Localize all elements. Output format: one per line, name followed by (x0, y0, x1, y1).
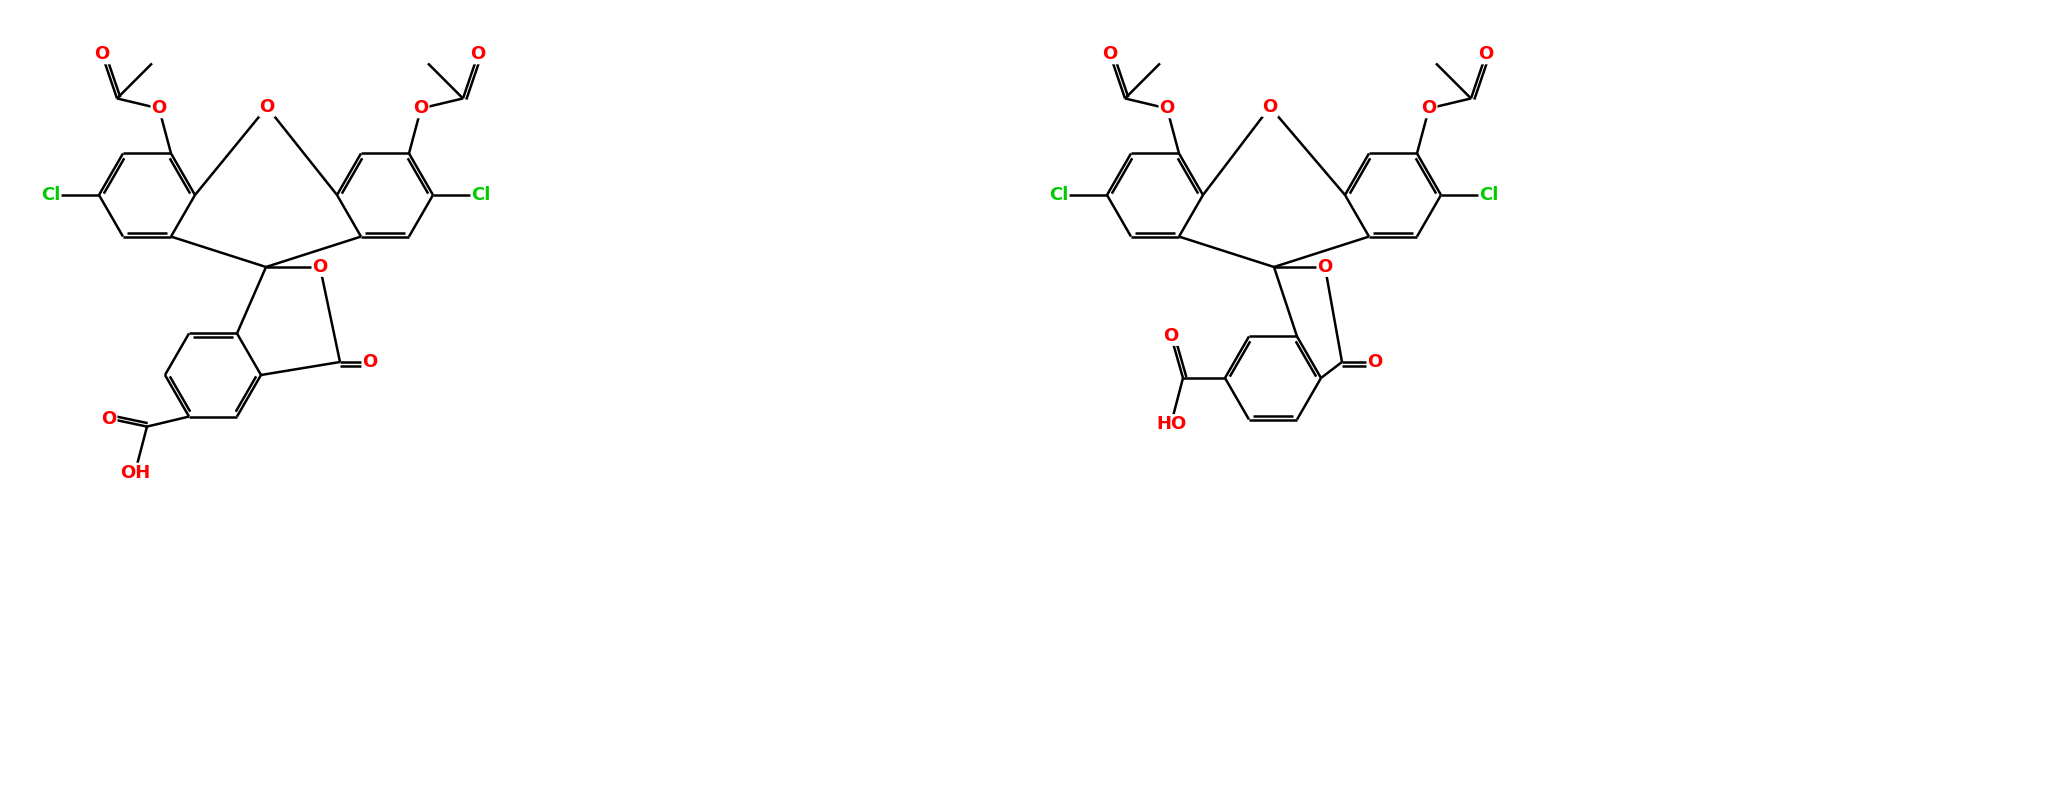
Text: O: O (1479, 46, 1493, 63)
Text: O: O (152, 99, 166, 118)
Text: Cl: Cl (1479, 186, 1499, 204)
Text: O: O (1368, 353, 1382, 371)
Text: HO: HO (1157, 415, 1185, 433)
Text: O: O (470, 46, 486, 63)
Text: O: O (100, 410, 117, 427)
Text: O: O (1421, 99, 1436, 118)
Text: O: O (1159, 99, 1175, 118)
Text: O: O (1317, 258, 1333, 276)
Text: Cl: Cl (41, 186, 62, 204)
Text: O: O (1101, 46, 1118, 63)
Text: Cl: Cl (472, 186, 490, 204)
Text: O: O (414, 99, 429, 118)
Text: O: O (258, 98, 275, 116)
Text: O: O (312, 258, 328, 276)
Text: O: O (363, 353, 377, 371)
Text: OH: OH (119, 463, 150, 482)
Text: O: O (1261, 98, 1278, 116)
Text: Cl: Cl (1050, 186, 1069, 204)
Text: O: O (1163, 327, 1179, 345)
Text: O: O (94, 46, 109, 63)
